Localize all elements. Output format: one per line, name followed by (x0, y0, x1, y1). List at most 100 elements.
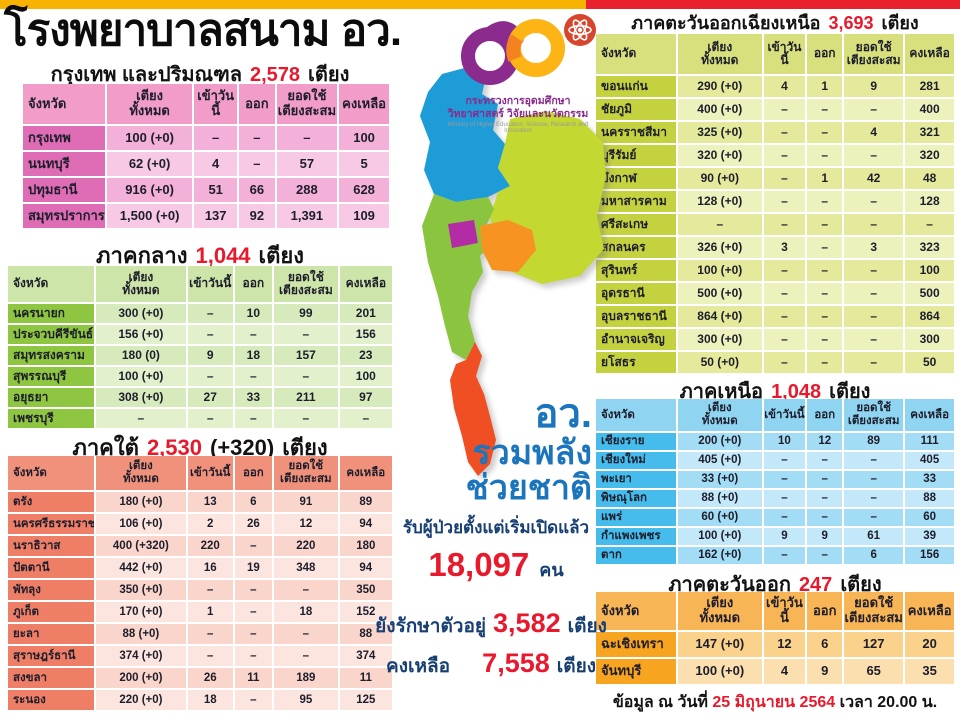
value-cell: 60 (+0) (678, 509, 762, 526)
province-cell: สุรินทร์ (596, 260, 677, 281)
value-cell: – (807, 471, 843, 488)
column-header: คงเหลือ (905, 399, 954, 431)
value-cell: – (763, 122, 806, 143)
remaining-value: 7,558 (482, 648, 550, 678)
logo-zero-ring (507, 19, 565, 77)
value-cell: – (807, 191, 843, 212)
value-cell: 19 (234, 558, 273, 578)
value-cell: 189 (274, 668, 338, 688)
value-cell: 400 (+0) (678, 99, 762, 120)
column-header: ออก (807, 399, 843, 431)
province-cell: พิษณุโลก (596, 490, 677, 507)
value-cell: – (678, 214, 762, 235)
section-title-northeast: ภาคตะวันออกเฉียงเหนือ 3,693 เตียง (596, 8, 954, 34)
value-cell: – (239, 152, 275, 176)
slogan-line-1: อว. (534, 392, 592, 436)
incare-label: ยังรักษาตัวอยู่ (375, 616, 487, 637)
value-cell: 864 (+0) (678, 306, 762, 327)
section-title-south: ภาคใต้ 2,530 (+320) เตียง (8, 430, 392, 460)
value-cell: 350 (339, 580, 392, 600)
value-cell: – (187, 409, 233, 428)
section-title-text: ภาคตะวันออกเฉียงเหนือ (631, 13, 821, 33)
value-cell: 60 (905, 509, 954, 526)
section-title-total: 2,578 (249, 64, 301, 86)
value-cell: – (763, 260, 806, 281)
top-bar-red (586, 0, 960, 9)
value-cell: 51 (194, 178, 238, 202)
value-cell: – (274, 409, 338, 428)
value-cell: – (763, 283, 806, 304)
value-cell: 11 (339, 668, 392, 688)
value-cell: – (807, 352, 843, 373)
value-cell: 162 (+0) (678, 547, 762, 564)
incare-unit: เตียง (567, 616, 607, 637)
column-header: คงเหลือ (905, 592, 954, 630)
value-cell: 100 (905, 260, 954, 281)
value-cell: – (807, 122, 843, 143)
value-cell: 220 (274, 536, 338, 556)
footer-prefix: ข้อมูล ณ วันที่ (612, 694, 708, 711)
column-header: ออก (234, 456, 273, 490)
value-cell: 320 (+0) (678, 145, 762, 166)
column-header: ยอดใช้ เตียงสะสม (844, 34, 904, 74)
value-cell: – (234, 367, 273, 386)
value-cell: – (187, 367, 233, 386)
value-cell: 9 (763, 528, 806, 545)
top-bar-yellow (0, 0, 586, 9)
section-title-central: ภาคกลาง 1,044 เตียง (8, 238, 392, 268)
value-cell: 9 (187, 346, 233, 365)
value-cell: – (844, 191, 904, 212)
value-cell: 180 (0) (96, 346, 186, 365)
value-cell: 97 (339, 388, 392, 407)
value-cell: 100 (339, 126, 389, 150)
province-cell: นนทบุรี (23, 152, 105, 176)
logo-text-line1: กระทรวงการอุดมศึกษา (465, 95, 571, 107)
value-cell: 6 (807, 632, 843, 657)
value-cell: – (807, 145, 843, 166)
value-cell: – (187, 325, 233, 344)
value-cell: 201 (339, 304, 392, 323)
admitted-stat: รับผู้ป่วยตั้งแต่เริ่มเปิดแล้ว 18,097 คน (396, 514, 596, 584)
value-cell: 100 (+0) (96, 367, 186, 386)
province-cell: นครนายก (8, 304, 95, 323)
value-cell: 100 (+0) (678, 528, 762, 545)
slogan-line-3: ช่วยชาติ (465, 468, 592, 507)
section-title-unit: เตียง (881, 13, 919, 33)
value-cell: – (234, 409, 273, 428)
value-cell: 12 (274, 514, 338, 534)
value-cell: – (807, 306, 843, 327)
value-cell: – (844, 452, 904, 469)
value-cell: – (763, 352, 806, 373)
value-cell: 50 (+0) (678, 352, 762, 373)
column-header: จังหวัด (23, 84, 105, 124)
column-header: จังหวัด (596, 34, 677, 74)
value-cell: 16 (187, 558, 233, 578)
column-header: ยอดใช้ เตียงสะสม (274, 456, 338, 490)
value-cell: 100 (+0) (678, 659, 762, 684)
value-cell: 50 (905, 352, 954, 373)
value-cell: 18 (274, 602, 338, 622)
value-cell: 374 (+0) (96, 646, 186, 666)
value-cell: – (844, 260, 904, 281)
value-cell: 12 (763, 632, 806, 657)
value-cell: 65 (844, 659, 904, 684)
value-cell: 9 (844, 76, 904, 97)
value-cell: 4 (194, 152, 238, 176)
value-cell: 326 (+0) (678, 237, 762, 258)
table-north: จังหวัด เตียง ทั้งหมด เข้าวันนี้ ออก ยอดใช้ … (596, 399, 954, 564)
value-cell: 13 (187, 492, 233, 512)
value-cell: – (234, 580, 273, 600)
column-header: ออก (234, 266, 273, 302)
data-date-note: ข้อมูล ณ วันที่ 25 มิถุนายน 2564 เวลา 20… (596, 690, 954, 715)
value-cell: – (763, 214, 806, 235)
value-cell: 628 (339, 178, 389, 202)
value-cell: – (844, 306, 904, 327)
value-cell: 6 (234, 492, 273, 512)
value-cell: 1,500 (+0) (106, 204, 193, 228)
column-header: ยอดใช้ เตียงสะสม (844, 592, 904, 630)
value-cell: 281 (905, 76, 954, 97)
column-header: จังหวัด (596, 399, 677, 431)
province-cell: อำนาจเจริญ (596, 329, 677, 350)
value-cell: – (187, 646, 233, 666)
value-cell: – (763, 547, 806, 564)
